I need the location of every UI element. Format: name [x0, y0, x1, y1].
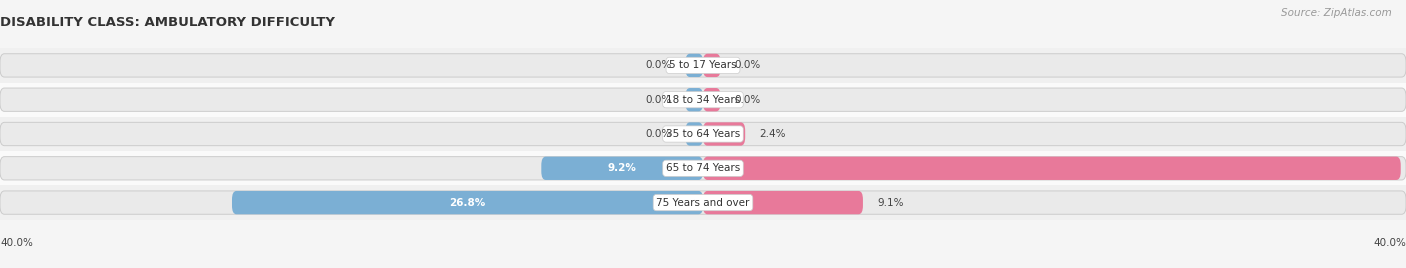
FancyBboxPatch shape — [0, 157, 1406, 180]
Text: 75 Years and over: 75 Years and over — [657, 198, 749, 208]
Bar — [0, 185, 1406, 220]
Bar — [0, 83, 1406, 117]
Text: 0.0%: 0.0% — [645, 129, 672, 139]
Text: DISABILITY CLASS: AMBULATORY DIFFICULTY: DISABILITY CLASS: AMBULATORY DIFFICULTY — [0, 16, 335, 29]
Text: 0.0%: 0.0% — [645, 95, 672, 105]
FancyBboxPatch shape — [541, 157, 703, 180]
Bar — [0, 48, 1406, 83]
FancyBboxPatch shape — [686, 122, 703, 146]
FancyBboxPatch shape — [703, 191, 863, 214]
Text: 2.4%: 2.4% — [759, 129, 786, 139]
FancyBboxPatch shape — [0, 191, 1406, 214]
FancyBboxPatch shape — [686, 54, 703, 77]
Bar — [0, 151, 1406, 185]
Text: 9.2%: 9.2% — [607, 163, 637, 173]
Text: Source: ZipAtlas.com: Source: ZipAtlas.com — [1281, 8, 1392, 18]
FancyBboxPatch shape — [0, 122, 1406, 146]
FancyBboxPatch shape — [232, 191, 703, 214]
FancyBboxPatch shape — [703, 54, 721, 77]
Text: 65 to 74 Years: 65 to 74 Years — [666, 163, 740, 173]
Text: 0.0%: 0.0% — [734, 60, 761, 70]
Text: 26.8%: 26.8% — [450, 198, 485, 208]
FancyBboxPatch shape — [703, 157, 1400, 180]
Text: 40.0%: 40.0% — [0, 238, 32, 248]
Text: 40.0%: 40.0% — [1374, 238, 1406, 248]
FancyBboxPatch shape — [703, 88, 721, 111]
Bar — [0, 117, 1406, 151]
FancyBboxPatch shape — [0, 88, 1406, 111]
FancyBboxPatch shape — [0, 54, 1406, 77]
Text: 9.1%: 9.1% — [877, 198, 904, 208]
Text: 18 to 34 Years: 18 to 34 Years — [666, 95, 740, 105]
Text: 5 to 17 Years: 5 to 17 Years — [669, 60, 737, 70]
Text: 0.0%: 0.0% — [734, 95, 761, 105]
Text: 0.0%: 0.0% — [645, 60, 672, 70]
FancyBboxPatch shape — [686, 88, 703, 111]
FancyBboxPatch shape — [703, 122, 745, 146]
Text: 35 to 64 Years: 35 to 64 Years — [666, 129, 740, 139]
